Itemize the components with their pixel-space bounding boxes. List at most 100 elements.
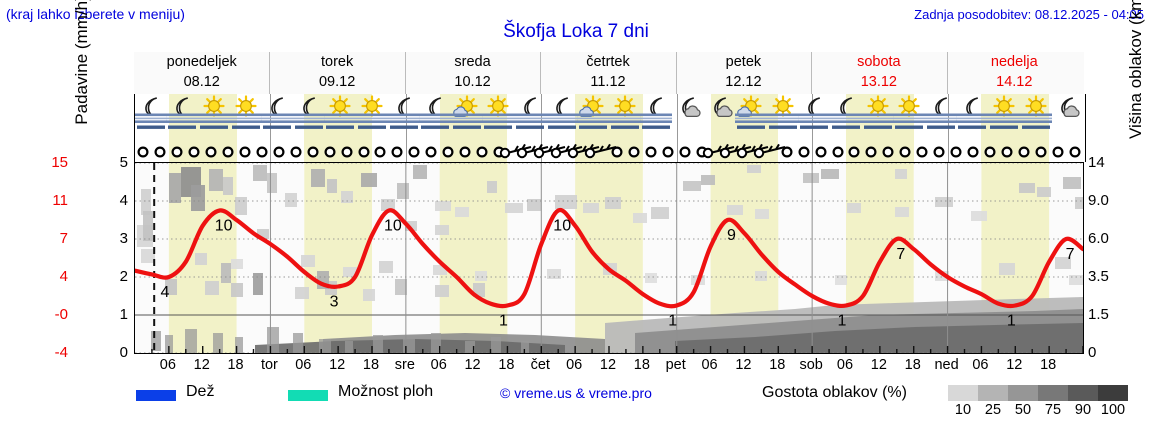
temperature-axis-ticks: 15 11 7 4 -0 -4 xyxy=(18,154,68,361)
wind-calm-symbol xyxy=(770,140,804,162)
wind-calm-symbol xyxy=(262,140,296,162)
wind-calm-symbol xyxy=(956,140,990,162)
wind-calm-symbol xyxy=(1024,140,1058,162)
day-separator xyxy=(675,52,677,94)
rain-legend-swatch xyxy=(136,390,176,401)
wind-calm-symbol xyxy=(651,140,685,162)
svg-text:1: 1 xyxy=(499,313,508,330)
x-axis-tick: 18 xyxy=(498,357,515,373)
wind-calm-symbol xyxy=(854,140,888,162)
x-axis-tick: 06 xyxy=(972,357,989,373)
page-header: (kraj lahko izberete v meniju) Zadnja po… xyxy=(0,0,1152,42)
cloud-height-tick: 0 xyxy=(1088,344,1097,361)
x-axis-tick: 12 xyxy=(870,357,887,373)
temperature-tick: 4 xyxy=(59,268,68,285)
weather-icon-moon-cloud xyxy=(671,94,705,140)
wind-calm-symbol xyxy=(279,140,313,162)
precipitation-tick: 4 xyxy=(119,192,128,209)
cloud-density-swatch xyxy=(978,385,1008,401)
cloud-density-swatch xyxy=(1068,385,1098,401)
x-axis-tick: 18 xyxy=(769,357,786,373)
day-separator xyxy=(946,52,948,94)
svg-text:10: 10 xyxy=(384,218,402,235)
wind-calm-symbol xyxy=(837,140,871,162)
x-axis-tick: sre xyxy=(394,357,415,373)
daylight-band xyxy=(168,140,237,162)
copyright-text: © vreme.us & vreme.pro xyxy=(500,385,652,401)
cloud-height-axis-ticks: 14 9.0 6.0 3.5 1.5 0 xyxy=(1088,154,1134,361)
weather-icon-moon xyxy=(165,94,199,140)
weather-icon-moon xyxy=(797,94,831,140)
daylight-band xyxy=(439,140,508,162)
weather-icon-sun-cloud xyxy=(576,94,610,140)
day-header-ponedeljek: ponedeljek 08.12 xyxy=(134,52,269,94)
wind-calm-symbol xyxy=(143,140,177,162)
wind-calm-symbol xyxy=(160,140,194,162)
daylight-band xyxy=(981,140,1050,162)
weather-icon-moon xyxy=(387,94,421,140)
day-name: sobota xyxy=(857,54,901,70)
cloud-height-tick: 6.0 xyxy=(1088,230,1109,247)
svg-text:4: 4 xyxy=(160,284,169,301)
day-separator xyxy=(541,94,543,140)
cloud-height-tick: 14 xyxy=(1088,154,1105,171)
day-separator xyxy=(404,52,406,94)
weather-icon-sun xyxy=(766,94,800,140)
wind-calm-symbol xyxy=(177,140,211,162)
precipitation-tick: 1 xyxy=(119,306,128,323)
weather-icon-sun xyxy=(481,94,515,140)
day-name: četrtek xyxy=(586,54,630,70)
day-name: torek xyxy=(321,54,354,70)
wind-calm-symbol xyxy=(194,140,228,162)
wind-calm-symbol xyxy=(990,140,1024,162)
svg-text:10: 10 xyxy=(553,218,571,235)
day-separator xyxy=(812,94,814,140)
wind-calm-symbol xyxy=(245,140,279,162)
day-header-četrtek: četrtek 11.12 xyxy=(540,52,675,94)
wind-calm-symbol xyxy=(448,140,482,162)
x-axis-tick: tor xyxy=(260,357,278,373)
cloud-height-axis-title: Višina oblakov (km) xyxy=(1126,0,1145,140)
x-axis-tick: sob xyxy=(799,357,823,373)
x-axis-tick: 12 xyxy=(599,357,617,373)
x-axis-tick: ned xyxy=(934,357,959,373)
wind-calm-symbol xyxy=(871,140,905,162)
wind-calm-symbol xyxy=(211,140,245,162)
cloud-density-tick: 50 xyxy=(1014,402,1032,418)
cloud-density-legend-label: Gostota oblakov (%) xyxy=(762,384,907,401)
day-separator xyxy=(676,94,678,140)
wind-symbol-strip xyxy=(134,140,1086,162)
temperature-tick: 7 xyxy=(59,230,68,247)
wind-calm-symbol xyxy=(397,140,431,162)
rain-legend-label: Dež xyxy=(186,383,215,400)
x-axis-tick: 06 xyxy=(159,357,176,373)
wind-calm-symbol xyxy=(888,140,922,162)
weather-icon-moon xyxy=(639,94,673,140)
chart-legend: Dež Možnost ploh © vreme.us & vreme.pro … xyxy=(0,383,1152,423)
weather-icon-moon xyxy=(545,94,579,140)
day-date: 12.12 xyxy=(725,74,762,90)
showers-legend-swatch xyxy=(288,390,328,401)
cloud-density-swatch xyxy=(1008,385,1038,401)
x-axis-tick: 12 xyxy=(329,357,346,373)
cloud-density-tick: 25 xyxy=(984,402,1002,418)
weather-icon-moon xyxy=(955,94,989,140)
svg-text:10: 10 xyxy=(215,218,233,235)
wind-calm-symbol xyxy=(313,140,347,162)
weather-icon-moon-cloud xyxy=(703,94,737,140)
weather-icon-strip xyxy=(134,94,1086,140)
wind-calm-symbol xyxy=(347,140,381,162)
x-axis-tick: 12 xyxy=(464,357,481,373)
cloud-density-tick-labels: 10 25 50 75 90 100 xyxy=(940,402,1140,420)
cloud-height-tick: 3.5 xyxy=(1088,268,1109,285)
day-name: sreda xyxy=(454,54,491,70)
weather-icon-sun xyxy=(355,94,389,140)
day-header-sreda: sreda 10.12 xyxy=(405,52,540,94)
x-axis-tick: 18 xyxy=(1040,357,1057,373)
cloud-density-tick: 90 xyxy=(1074,402,1092,418)
weather-icon-moon xyxy=(135,94,168,140)
day-header-torek: torek 09.12 xyxy=(269,52,404,94)
wind-calm-symbol xyxy=(634,140,668,162)
x-axis-tick: 06 xyxy=(701,357,718,373)
day-date: 14.12 xyxy=(996,74,1033,90)
